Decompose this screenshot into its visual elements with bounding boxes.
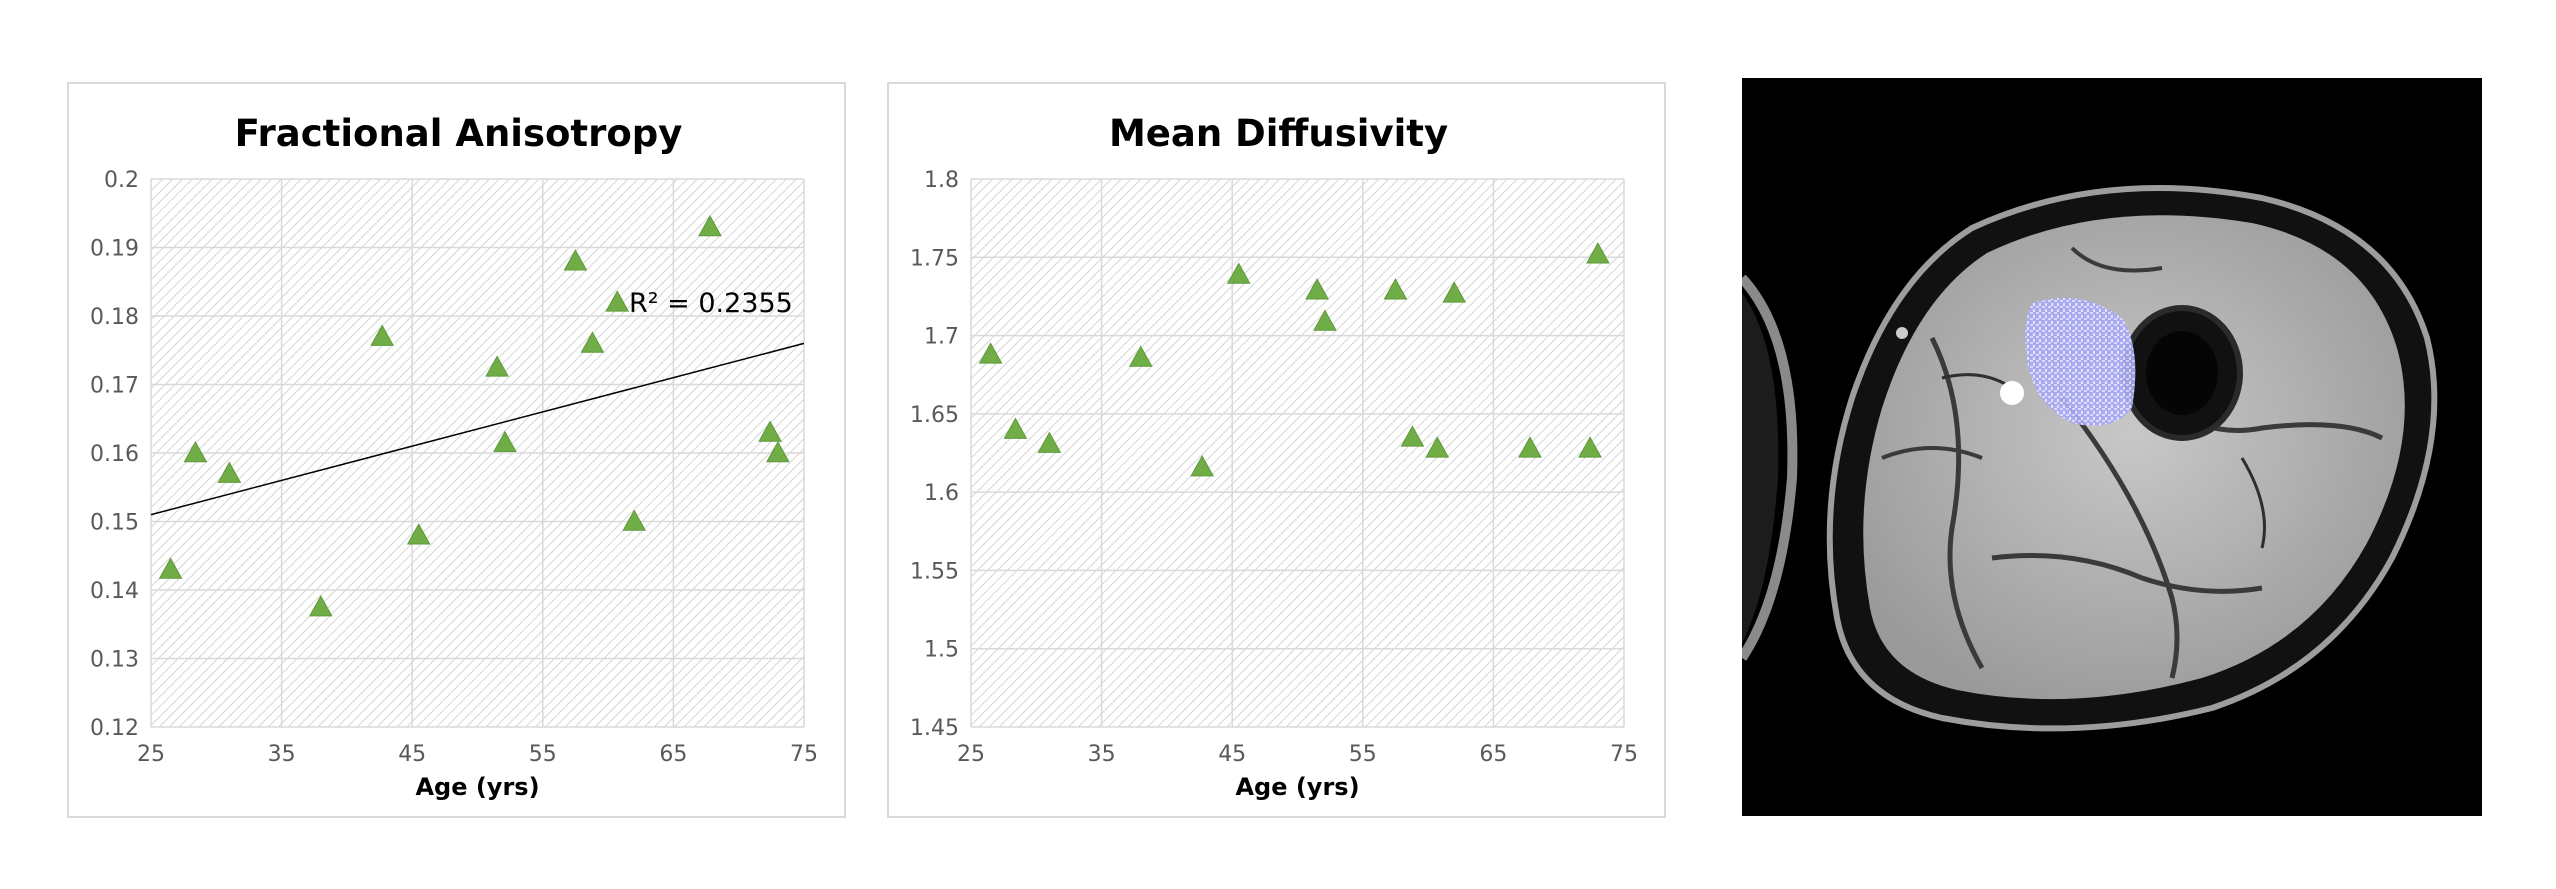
data-point — [485, 355, 509, 377]
y-tick-label: 0.12 — [90, 716, 139, 741]
data-point — [758, 420, 782, 442]
fractional-anisotropy-chart: 0.12 0.13 0.14 0.15 0.16 0.17 0.18 0.19 0.2 25 35 4… — [67, 82, 846, 818]
x-tick-label: 55 — [529, 742, 557, 767]
r-squared-label: R² = 0.2355 — [629, 288, 793, 319]
data-point — [580, 331, 605, 353]
other-leg-fat — [1742, 293, 1779, 643]
y-tick-label: 0.15 — [90, 511, 139, 536]
data-point — [1226, 262, 1251, 284]
data-point — [370, 324, 395, 346]
y-tick-label: 1.6 — [924, 481, 959, 506]
trendline — [150, 342, 805, 516]
data-point — [978, 342, 1003, 364]
y-tick-label: 1.45 — [910, 716, 959, 741]
data-point — [1003, 417, 1028, 439]
x-tick-label: 75 — [790, 742, 818, 767]
data-point — [1305, 278, 1329, 300]
data-point — [493, 430, 517, 453]
other-leg-edge — [1742, 274, 1798, 661]
y-tick-label: 0.16 — [90, 442, 139, 467]
y-tick-label: 1.55 — [910, 559, 959, 584]
x-axis-title: Age (yrs) — [415, 773, 539, 801]
x-tick-label: 45 — [1218, 742, 1246, 767]
data-point — [158, 557, 183, 579]
mean-diffusivity-chart: 1.45 1.5 1.55 1.6 1.65 1.7 1.75 1.8 25 35 45 55 65 75… — [887, 82, 1666, 818]
data-point — [766, 440, 790, 463]
x-tick-label: 65 — [659, 742, 687, 767]
thigh-muscle — [1863, 215, 2405, 700]
data-point — [217, 461, 242, 483]
y-tick-label: 1.7 — [924, 325, 959, 350]
data-point — [698, 214, 722, 237]
y-tick-label: 0.14 — [90, 579, 139, 604]
plot-area — [971, 179, 1624, 727]
roi-highlight — [2025, 298, 2136, 426]
x-tick-label: 55 — [1349, 742, 1377, 767]
mri-image — [1742, 185, 2438, 732]
x-tick-label: 65 — [1479, 742, 1507, 767]
femoral-vessel — [2000, 381, 2024, 405]
x-tick-label: 25 — [957, 742, 985, 767]
data-point — [1518, 436, 1542, 458]
data-point — [1313, 309, 1337, 331]
y-tick-label: 1.8 — [924, 168, 959, 193]
chart-title: Mean Diffusivity — [1109, 112, 1448, 155]
x-tick-label: 35 — [1088, 742, 1116, 767]
data-point — [183, 440, 208, 463]
y-tick-label: 0.18 — [90, 305, 139, 330]
x-tick-label: 35 — [268, 742, 296, 767]
data-point — [1578, 436, 1602, 458]
data-point — [1037, 431, 1062, 453]
data-point — [308, 595, 333, 617]
y-tick-label: 1.65 — [910, 403, 959, 428]
data-point — [1383, 278, 1408, 300]
y-tick-label: 1.5 — [924, 638, 959, 663]
y-tick-label: 0.13 — [90, 648, 139, 673]
x-tick-label: 45 — [398, 742, 426, 767]
x-tick-label: 75 — [1610, 742, 1638, 767]
mri-thigh-cross-section-icon — [1742, 78, 2482, 816]
data-point — [1586, 242, 1610, 264]
data-point — [622, 509, 647, 531]
y-tick-label: 1.75 — [910, 246, 959, 271]
data-point — [1190, 455, 1215, 477]
y-tick-label: 0.17 — [90, 374, 139, 399]
data-point — [406, 523, 431, 545]
data-point — [1442, 281, 1467, 303]
chart-title: Fractional Anisotropy — [235, 112, 683, 155]
data-point — [1425, 436, 1450, 458]
data-point — [1128, 345, 1153, 367]
data-point — [563, 249, 588, 271]
data-point — [1400, 425, 1425, 447]
x-axis-title: Age (yrs) — [1235, 773, 1359, 801]
y-tick-label: 0.2 — [104, 168, 139, 193]
x-tick-label: 25 — [137, 742, 165, 767]
y-tick-label: 0.19 — [90, 237, 139, 262]
chart-svg: 0.12 0.13 0.14 0.15 0.16 0.17 0.18 0.19 0.2 25 35 4… — [90, 112, 818, 801]
data-point — [605, 290, 630, 312]
chart-svg: 1.45 1.5 1.55 1.6 1.65 1.7 1.75 1.8 25 35 45 55 65 75… — [910, 112, 1638, 801]
